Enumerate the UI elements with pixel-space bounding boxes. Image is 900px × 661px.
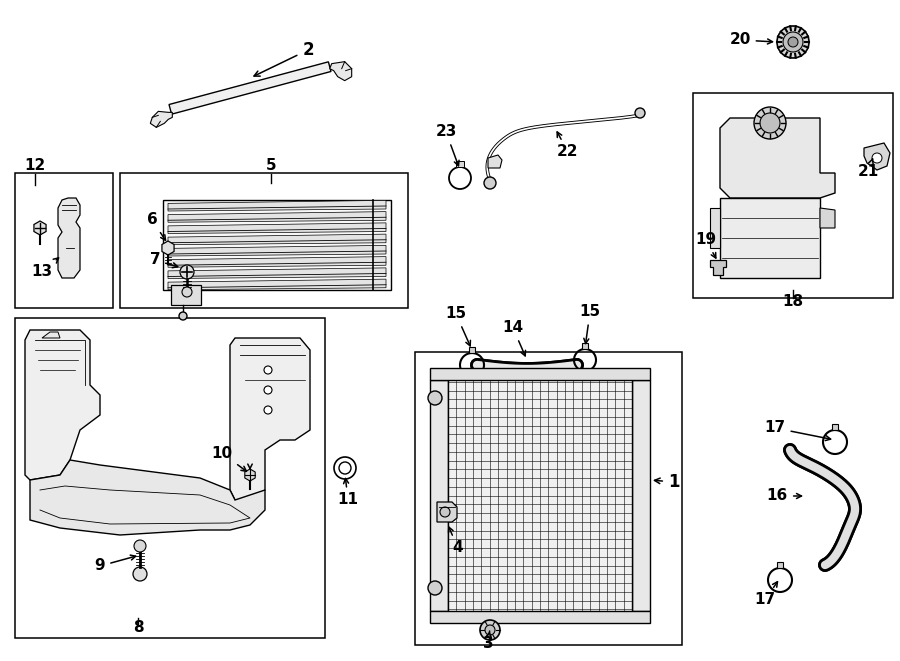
Text: 12: 12 — [24, 158, 46, 173]
Circle shape — [635, 108, 645, 118]
Text: 13: 13 — [32, 258, 58, 280]
Polygon shape — [720, 198, 820, 278]
Text: 1: 1 — [654, 473, 680, 491]
Text: 15: 15 — [446, 307, 471, 346]
Polygon shape — [329, 61, 352, 81]
Bar — [693, 93, 893, 298]
Circle shape — [264, 406, 272, 414]
Polygon shape — [168, 256, 386, 267]
Text: 19: 19 — [696, 233, 716, 258]
Text: 6: 6 — [147, 212, 166, 240]
Text: 16: 16 — [767, 488, 802, 504]
Polygon shape — [832, 424, 838, 430]
Circle shape — [179, 312, 187, 320]
Bar — [632, 380, 650, 611]
Circle shape — [428, 391, 442, 405]
Bar — [15, 173, 113, 308]
Circle shape — [440, 507, 450, 517]
Text: 23: 23 — [436, 124, 459, 166]
Polygon shape — [720, 118, 835, 198]
Circle shape — [872, 153, 882, 163]
Polygon shape — [710, 260, 726, 275]
Circle shape — [480, 620, 500, 640]
Polygon shape — [168, 268, 386, 278]
Polygon shape — [245, 469, 256, 481]
Circle shape — [134, 540, 146, 552]
Text: 9: 9 — [94, 555, 136, 574]
Bar — [448, 373, 632, 618]
Circle shape — [339, 462, 351, 474]
Polygon shape — [168, 279, 386, 290]
Bar — [430, 380, 448, 611]
Text: 3: 3 — [482, 631, 493, 652]
Polygon shape — [34, 221, 46, 235]
Polygon shape — [437, 502, 457, 522]
Bar — [415, 352, 682, 645]
Text: 21: 21 — [858, 159, 878, 180]
Polygon shape — [150, 111, 172, 128]
Polygon shape — [469, 347, 475, 353]
Circle shape — [484, 177, 496, 189]
Text: 22: 22 — [557, 132, 579, 159]
Polygon shape — [168, 223, 386, 233]
Polygon shape — [488, 155, 502, 168]
Circle shape — [133, 567, 147, 581]
Polygon shape — [30, 460, 265, 535]
Text: 2: 2 — [254, 41, 314, 76]
Circle shape — [180, 265, 194, 279]
Bar — [120, 173, 408, 308]
Text: 17: 17 — [764, 420, 831, 441]
Circle shape — [334, 457, 356, 479]
Bar — [15, 318, 325, 638]
Polygon shape — [42, 332, 60, 338]
Text: 17: 17 — [754, 582, 778, 607]
Polygon shape — [25, 330, 100, 480]
Bar — [430, 368, 650, 380]
Polygon shape — [168, 212, 386, 222]
Text: 20: 20 — [729, 32, 772, 48]
Text: 10: 10 — [212, 446, 247, 471]
Circle shape — [485, 625, 495, 635]
Polygon shape — [58, 198, 80, 278]
Circle shape — [428, 581, 442, 595]
Text: 5: 5 — [266, 158, 276, 173]
Text: 11: 11 — [338, 479, 358, 508]
Polygon shape — [864, 143, 890, 170]
Polygon shape — [171, 285, 201, 305]
Polygon shape — [456, 161, 464, 167]
Circle shape — [788, 37, 798, 47]
Text: 15: 15 — [580, 305, 600, 344]
Polygon shape — [582, 343, 588, 349]
Circle shape — [182, 287, 192, 297]
Text: 14: 14 — [502, 321, 526, 356]
Polygon shape — [169, 62, 331, 114]
Circle shape — [783, 32, 803, 52]
Polygon shape — [230, 338, 310, 500]
Polygon shape — [168, 234, 386, 245]
Text: 18: 18 — [782, 293, 804, 309]
Circle shape — [264, 386, 272, 394]
Polygon shape — [777, 562, 783, 568]
Bar — [430, 611, 650, 623]
Polygon shape — [820, 208, 835, 228]
Text: 7: 7 — [149, 253, 177, 268]
Polygon shape — [168, 200, 386, 211]
Text: 4: 4 — [448, 527, 464, 555]
Polygon shape — [168, 245, 386, 256]
Polygon shape — [162, 241, 174, 255]
Circle shape — [754, 107, 786, 139]
Circle shape — [777, 26, 809, 58]
Circle shape — [760, 113, 780, 133]
Text: 8: 8 — [132, 621, 143, 635]
Circle shape — [264, 366, 272, 374]
Polygon shape — [710, 208, 720, 248]
Polygon shape — [163, 200, 391, 290]
